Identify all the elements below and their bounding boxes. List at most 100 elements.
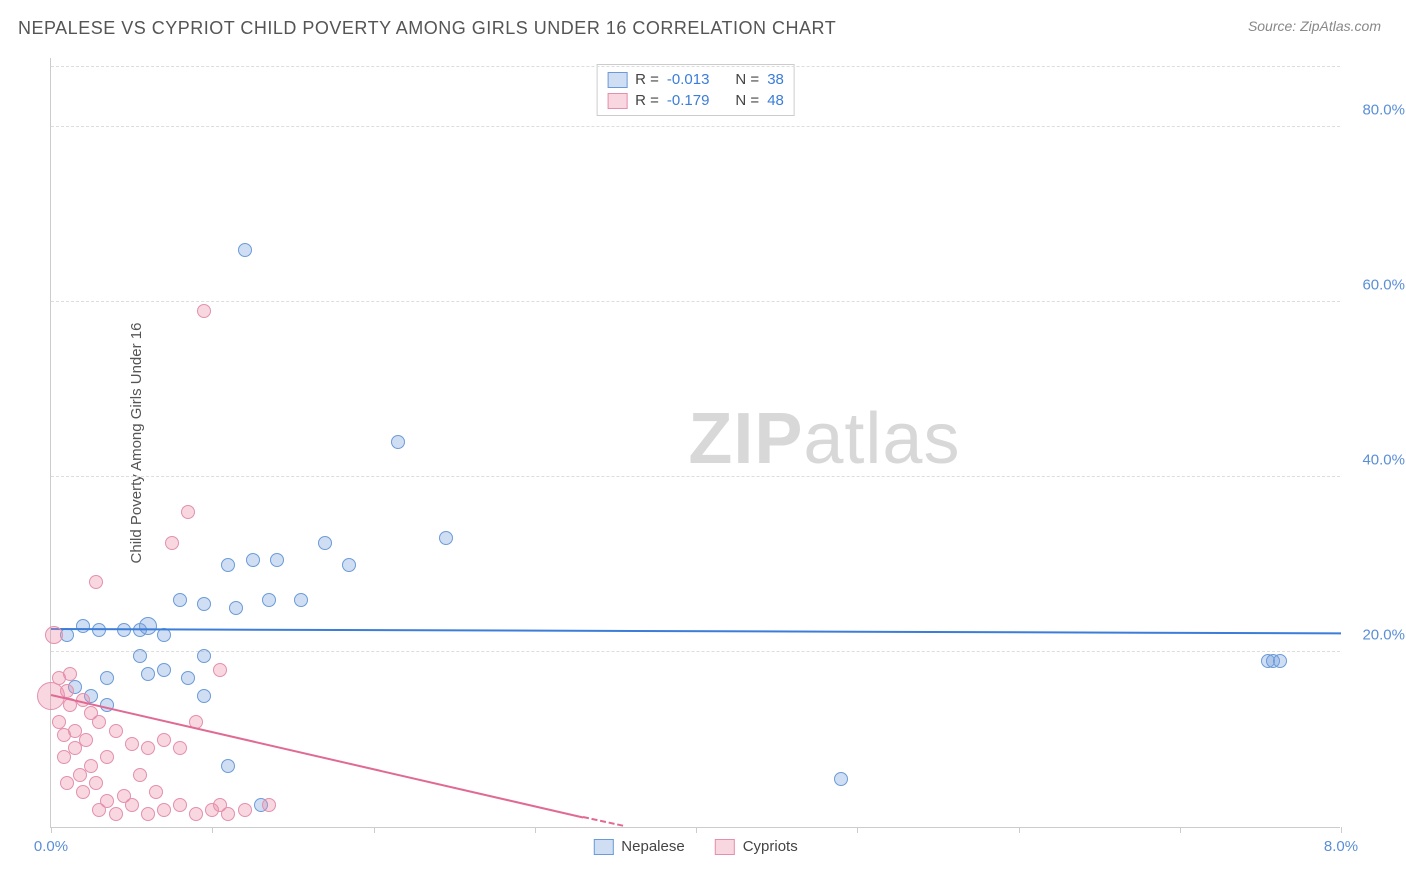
stat-r-value: -0.013 xyxy=(667,71,710,88)
legend-label: Cypriots xyxy=(743,838,798,855)
legend-swatch xyxy=(607,72,627,88)
x-tick-label: 8.0% xyxy=(1324,838,1358,855)
data-point xyxy=(197,304,211,318)
trend-line-dash xyxy=(583,816,624,827)
data-point xyxy=(197,649,211,663)
data-point xyxy=(197,689,211,703)
x-tick xyxy=(374,827,375,833)
data-point xyxy=(63,667,77,681)
bottom-legend: Nepalese Cypriots xyxy=(593,838,797,855)
data-point xyxy=(157,663,171,677)
gridline xyxy=(51,126,1340,127)
gridline xyxy=(51,66,1340,67)
data-point xyxy=(173,593,187,607)
stat-r-label: R = xyxy=(635,71,659,88)
watermark: ZIPatlas xyxy=(688,397,960,479)
gridline xyxy=(51,301,1340,302)
chart-title: NEPALESE VS CYPRIOT CHILD POVERTY AMONG … xyxy=(18,18,836,39)
data-point xyxy=(141,667,155,681)
watermark-light: atlas xyxy=(803,398,960,478)
legend-label: Nepalese xyxy=(621,838,684,855)
trend-line xyxy=(51,628,1341,634)
data-point xyxy=(100,750,114,764)
y-axis-title: Child Poverty Among Girls Under 16 xyxy=(128,322,145,563)
data-point xyxy=(1273,654,1287,668)
data-point xyxy=(197,597,211,611)
y-tick-label: 40.0% xyxy=(1350,452,1405,469)
x-tick xyxy=(696,827,697,833)
data-point xyxy=(45,626,63,644)
data-point xyxy=(141,807,155,821)
stat-r-value: -0.179 xyxy=(667,92,710,109)
data-point xyxy=(157,803,171,817)
x-tick xyxy=(857,827,858,833)
data-point xyxy=(262,593,276,607)
data-point xyxy=(79,733,93,747)
watermark-bold: ZIP xyxy=(688,398,803,478)
data-point xyxy=(342,558,356,572)
data-point xyxy=(165,536,179,550)
data-point xyxy=(133,649,147,663)
data-point xyxy=(221,759,235,773)
x-tick xyxy=(1019,827,1020,833)
data-point xyxy=(238,243,252,257)
data-point xyxy=(109,807,123,821)
data-point xyxy=(221,558,235,572)
data-point xyxy=(76,785,90,799)
data-point xyxy=(125,737,139,751)
data-point xyxy=(149,785,163,799)
data-point xyxy=(100,671,114,685)
data-point xyxy=(89,575,103,589)
data-point xyxy=(439,531,453,545)
x-tick xyxy=(212,827,213,833)
source-label: Source: ZipAtlas.com xyxy=(1248,18,1381,34)
data-point xyxy=(84,759,98,773)
data-point xyxy=(76,619,90,633)
legend-swatch xyxy=(607,93,627,109)
gridline xyxy=(51,476,1340,477)
y-tick-label: 80.0% xyxy=(1350,102,1405,119)
legend-item: Cypriots xyxy=(715,838,798,855)
x-tick-label: 0.0% xyxy=(34,838,68,855)
data-point xyxy=(125,798,139,812)
x-tick xyxy=(51,827,52,833)
data-point xyxy=(391,435,405,449)
y-tick-label: 20.0% xyxy=(1350,627,1405,644)
data-point xyxy=(133,768,147,782)
correlation-stats-box: R =-0.013N =38R =-0.179N =48 xyxy=(596,64,795,116)
gridline xyxy=(51,651,1340,652)
data-point xyxy=(141,741,155,755)
legend-item: Nepalese xyxy=(593,838,684,855)
y-tick-label: 60.0% xyxy=(1350,277,1405,294)
stat-n-label: N = xyxy=(735,71,759,88)
data-point xyxy=(189,807,203,821)
data-point xyxy=(834,772,848,786)
data-point xyxy=(213,663,227,677)
data-point xyxy=(181,671,195,685)
stat-row: R =-0.179N =48 xyxy=(607,90,784,111)
data-point xyxy=(89,776,103,790)
data-point xyxy=(246,553,260,567)
data-point xyxy=(221,807,235,821)
stat-n-label: N = xyxy=(735,92,759,109)
x-tick xyxy=(535,827,536,833)
x-tick xyxy=(1180,827,1181,833)
stat-row: R =-0.013N =38 xyxy=(607,69,784,90)
data-point xyxy=(92,715,106,729)
plot-area: Child Poverty Among Girls Under 16 ZIPat… xyxy=(50,58,1340,828)
data-point xyxy=(139,617,157,635)
data-point xyxy=(318,536,332,550)
data-point xyxy=(157,733,171,747)
data-point xyxy=(100,794,114,808)
data-point xyxy=(294,593,308,607)
data-point xyxy=(173,798,187,812)
data-point xyxy=(60,776,74,790)
x-tick xyxy=(1341,827,1342,833)
data-point xyxy=(270,553,284,567)
data-point xyxy=(181,505,195,519)
legend-swatch xyxy=(593,839,613,855)
stat-r-label: R = xyxy=(635,92,659,109)
data-point xyxy=(109,724,123,738)
legend-swatch xyxy=(715,839,735,855)
data-point xyxy=(262,798,276,812)
